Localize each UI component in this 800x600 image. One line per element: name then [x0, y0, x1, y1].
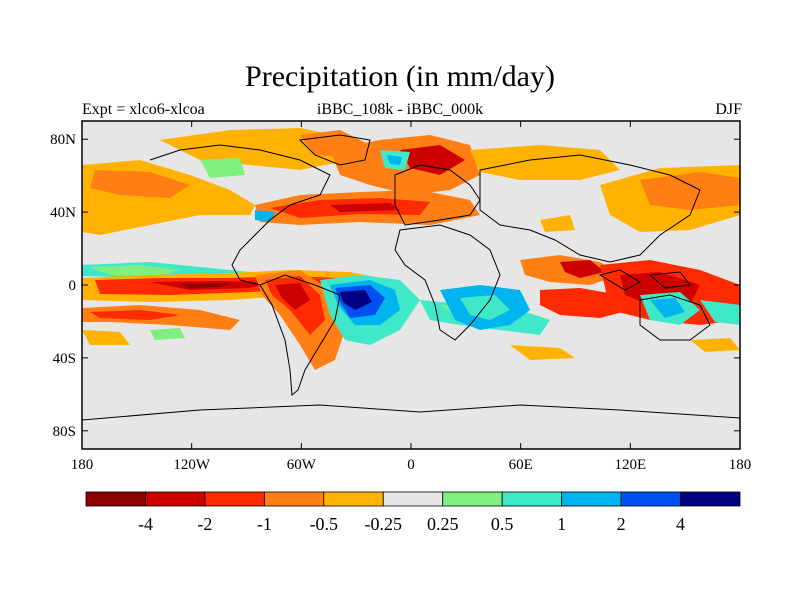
lat-tick-label: 0 — [69, 278, 77, 294]
colorbar-label: -0.5 — [310, 514, 339, 534]
colorbar-swatch — [501, 491, 563, 507]
lon-tick-label: 120W — [173, 457, 211, 473]
colorbar-label: 0.25 — [427, 514, 459, 534]
colorbar-swatch — [442, 491, 503, 507]
comparison-label: iBBC_108k - iBBC_000k — [316, 101, 484, 118]
colorbar-swatch — [204, 491, 265, 507]
latitude-axis: 80N 40N 0 40S 80S — [50, 132, 740, 440]
colorbar-label: 2 — [617, 514, 626, 534]
colorbar-swatch — [620, 491, 681, 507]
lon-tick-label: 120E — [614, 457, 646, 473]
lon-tick-label: 0 — [407, 457, 415, 473]
precip-anomaly-field — [82, 128, 740, 370]
colorbar-label: -0.25 — [365, 514, 403, 534]
longitude-axis: 180 120W 60W 0 60E 120E 180 — [71, 121, 752, 473]
lon-tick-label: 60W — [287, 457, 317, 473]
colorbar-swatch — [263, 491, 325, 507]
lon-tick-label: 180 — [71, 457, 94, 473]
lon-tick-label: 60E — [509, 457, 533, 473]
colorbar-label: -1 — [257, 514, 272, 534]
lat-tick-label: 40S — [53, 351, 76, 367]
coastlines — [82, 134, 740, 421]
lat-tick-label: 80N — [50, 132, 76, 148]
colorbar-swatch — [85, 491, 146, 507]
lat-tick-label: 40N — [50, 205, 76, 221]
colorbar-swatch — [145, 491, 206, 507]
colorbar-label: 4 — [676, 514, 685, 534]
colorbar-label: 0.5 — [491, 514, 514, 534]
lon-tick-label: 180 — [729, 457, 752, 473]
map-title: Precipitation (in mm/day) — [245, 60, 555, 93]
colorbar-swatch — [323, 491, 384, 507]
colorbar-label: -4 — [138, 514, 153, 534]
colorbar-label: 1 — [557, 514, 566, 534]
colorbar-label: -2 — [197, 514, 212, 534]
colorbar-swatch — [382, 491, 444, 507]
colorbar-swatch — [680, 491, 741, 507]
colorbar-swatch — [561, 491, 622, 507]
lat-tick-label: 80S — [53, 424, 76, 440]
colorbar: -4 -2 -1 -0.5 -0.25 0.25 0.5 1 2 4 — [85, 491, 741, 534]
experiment-label: Expt = xlco6-xlcoa — [82, 101, 205, 118]
season-label: DJF — [715, 101, 742, 118]
